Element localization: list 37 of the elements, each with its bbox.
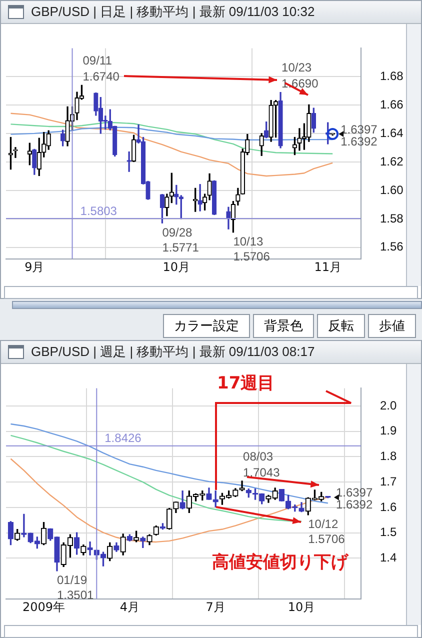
x-tick-label: 10月 [162, 260, 190, 274]
annotation: 01/19 1.3501 [56, 573, 94, 602]
y-tick-label: 1.6 [380, 500, 398, 514]
y-tick-label: 1.7 [380, 474, 398, 488]
ref-line-label: 1.8426 [104, 431, 142, 446]
y-tick-label: 1.56 [380, 240, 404, 254]
ref-line-label: 1.5803 [80, 204, 118, 218]
text: 背景色 [253, 314, 314, 338]
y-tick-label: 1.5 [380, 525, 398, 540]
chart-title: GBP/USD | 日足 | 移動平均 | 最新 09/11/03 10:32 [31, 3, 315, 21]
y-tick-label: 1.62 [380, 154, 404, 168]
y-tick-label: 1.58 [380, 211, 404, 226]
x-tick-label: 4月 [120, 600, 140, 614]
y-tick-label: 1.4 [380, 550, 398, 565]
y-tick-label: 1.60 [380, 182, 404, 197]
annotation: 10/23 1.6690 [282, 60, 319, 91]
x-tick-label: 10月 [288, 600, 316, 614]
text: 歩値 [368, 314, 416, 338]
y-tick-label: 1.68 [380, 68, 404, 83]
x-tick-label: 9月 [24, 260, 44, 274]
annotation: 08/03 1.7043 [243, 449, 280, 480]
y-tick-label: 1.9 [380, 424, 398, 438]
y-tick-label: 2.0 [380, 398, 398, 412]
annotation: 高値安値切り下げ [212, 552, 349, 572]
x-tick-label: 7月 [206, 600, 226, 614]
y-tick-label: 1.66 [380, 97, 404, 112]
y-tick-label: 1.64 [380, 126, 404, 140]
x-tick-label: 2009年 [22, 600, 66, 614]
annotation: 09/11 1.6740 [82, 54, 120, 84]
chart-title: GBP/USD | 週足 | 移動平均 | 最新 09/11/03 08:17 [31, 343, 315, 361]
y-tick-label: 1.8 [380, 449, 398, 464]
x-tick-label: 11月 [314, 260, 342, 274]
text: カラー設定 [163, 314, 250, 338]
annotation: 10/12 1.5706 [308, 517, 346, 546]
annotation: 17週目 [217, 373, 275, 394]
annotation: 09/28 1.5771 [162, 225, 200, 254]
text: 反転 [317, 314, 365, 338]
